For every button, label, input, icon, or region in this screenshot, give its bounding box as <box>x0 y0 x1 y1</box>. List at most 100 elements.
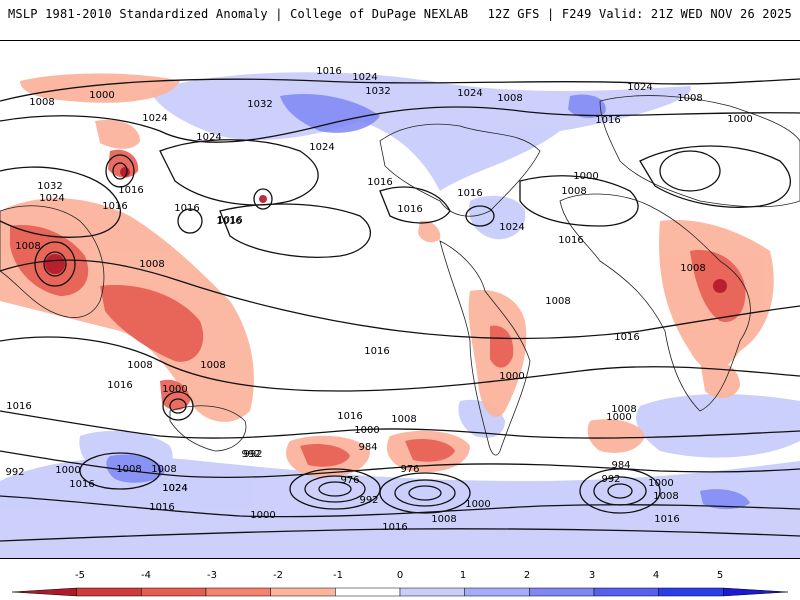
contour-label: 1008 <box>200 360 225 371</box>
contour-label: 1008 <box>151 464 176 475</box>
contour-label: 1016 <box>6 401 31 412</box>
coastlines <box>0 95 800 456</box>
contour-label: 992 <box>5 467 24 478</box>
contour-label: 1000 <box>162 384 187 395</box>
colorbar-tick: -5 <box>75 570 85 581</box>
contour-label: 1000 <box>465 499 490 510</box>
contour-label: 1024 <box>142 113 167 124</box>
header-divider <box>0 40 800 41</box>
colorbar-tick: 2 <box>523 570 531 581</box>
colorbar-tick: 0 <box>396 570 404 581</box>
contour-label: 1024 <box>627 82 652 93</box>
contour-label: 1024 <box>162 483 187 494</box>
contour-label: 1008 <box>545 296 570 307</box>
contour-label: 1000 <box>573 171 598 182</box>
colorbar-tick: -4 <box>141 570 151 581</box>
contour-label: 1008 <box>680 263 705 274</box>
contour-label: 1000 <box>89 90 114 101</box>
contour-label: 1016 <box>216 216 241 227</box>
contour-label: 1024 <box>457 88 482 99</box>
contour-label: 1016 <box>337 411 362 422</box>
contour-label: 1016 <box>558 235 583 246</box>
model-valid-time: 12Z GFS | F249 Valid: 21Z WED NOV 26 202… <box>487 7 792 21</box>
colorbar-segment <box>723 587 789 597</box>
strong-positive-anomaly <box>106 93 750 510</box>
colorbar-segment <box>593 587 659 597</box>
colorbar-segment <box>464 587 530 597</box>
isobars <box>0 78 800 542</box>
contour-label: 1024 <box>162 483 187 494</box>
contour-label: 1024 <box>352 72 377 83</box>
contour-label: 1016 <box>69 479 94 490</box>
contour-label: 1008 <box>497 93 522 104</box>
contour-label: 1008 <box>139 259 164 270</box>
contour-label: 1032 <box>247 99 272 110</box>
colorbar-segment <box>76 587 142 597</box>
contour-label: 1016 <box>654 514 679 525</box>
contour-label: 1016 <box>397 204 422 215</box>
contour-label: 1016 <box>457 188 482 199</box>
contour-label: 1024 <box>39 193 64 204</box>
contour-labels: 1016 1024 1008 1000 1032 1024 1008 1008 … <box>5 66 752 533</box>
contour-label: 1024 <box>196 132 221 143</box>
colorbar-tick: -3 <box>207 570 217 581</box>
contour-label: 992 <box>243 449 262 460</box>
anomaly-map: 1016 1024 1008 1000 1032 1024 1008 1008 … <box>0 41 800 558</box>
contour-label: 1000 <box>55 465 80 476</box>
contour-label: 1024 <box>309 142 334 153</box>
colorbar-tick: 1 <box>459 570 467 581</box>
contour-label: 1016 <box>364 346 389 357</box>
colorbar-tick: -2 <box>273 570 283 581</box>
colorbar-segment <box>399 587 465 597</box>
contour-label: 1016 <box>118 185 143 196</box>
colorbar-segment <box>270 587 336 597</box>
contour-label: 976 <box>340 475 359 486</box>
contour-label: 1016 <box>174 203 199 214</box>
contour-label: 1000 <box>606 412 631 423</box>
colorbar-tick: -1 <box>333 570 343 581</box>
contour-label: 1000 <box>499 371 524 382</box>
colorbar-scale <box>11 587 789 597</box>
contour-label: 1008 <box>653 491 678 502</box>
contour-label: 976 <box>400 464 419 475</box>
contour-label: 1008 <box>677 93 702 104</box>
contour-label: 1000 <box>648 478 673 489</box>
contour-label: 1016 <box>102 201 127 212</box>
contour-label: 1000 <box>250 510 275 521</box>
contour-label: 992 <box>359 495 378 506</box>
contour-label: 1016 <box>217 215 242 226</box>
colorbar-segment <box>205 587 271 597</box>
contour-label: 1016 <box>149 502 174 513</box>
contour-label: 1016 <box>382 522 407 533</box>
colorbar-tick: 4 <box>652 570 660 581</box>
contour-label: 1016 <box>107 380 132 391</box>
colorbar-tick: 3 <box>588 570 596 581</box>
contour-label: 1008 <box>391 414 416 425</box>
colorbar-segment <box>11 587 77 597</box>
colorbar-tick: 5 <box>716 570 724 581</box>
colorbar-segment <box>529 587 595 597</box>
contour-label: 1016 <box>614 332 639 343</box>
contour-label: 1032 <box>365 86 390 97</box>
contour-label: 1032 <box>37 181 62 192</box>
strong-negative-anomaly <box>10 149 746 467</box>
colorbar-segment <box>335 587 401 597</box>
contour-label: 1008 <box>611 404 636 415</box>
colorbar-segment <box>658 587 724 597</box>
contour-label: 984 <box>358 442 377 453</box>
contour-label: 1016 <box>595 115 620 126</box>
colorbar: -5 -4 -3 -2 -1 0 1 2 3 4 5 <box>0 570 800 600</box>
contour-label: 1016 <box>367 177 392 188</box>
map-divider <box>0 558 800 559</box>
contour-label: 992 <box>241 449 260 460</box>
contour-label: 1008 <box>561 186 586 197</box>
contour-label: 984 <box>611 460 630 471</box>
contour-label: 1008 <box>15 241 40 252</box>
map-title: MSLP 1981-2010 Standardized Anomaly | Co… <box>8 7 469 21</box>
contour-label: 1008 <box>127 360 152 371</box>
contour-label: 992 <box>601 474 620 485</box>
header-bar: MSLP 1981-2010 Standardized Anomaly | Co… <box>0 0 800 28</box>
contour-label: 1016 <box>316 66 341 77</box>
colorbar-segment <box>141 587 207 597</box>
contour-label: 1008 <box>29 97 54 108</box>
